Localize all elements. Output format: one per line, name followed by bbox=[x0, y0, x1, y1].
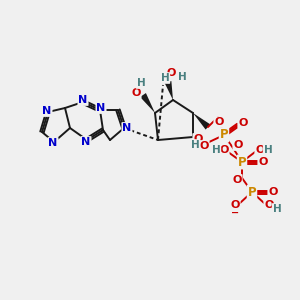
Text: O: O bbox=[264, 200, 274, 210]
Text: N: N bbox=[96, 103, 106, 113]
Text: N: N bbox=[78, 95, 88, 105]
Text: H: H bbox=[273, 204, 281, 214]
Polygon shape bbox=[193, 113, 210, 130]
Text: H: H bbox=[190, 140, 200, 150]
Text: O: O bbox=[238, 118, 248, 128]
Text: P: P bbox=[248, 185, 256, 199]
Text: N: N bbox=[42, 106, 52, 116]
Text: N: N bbox=[122, 123, 132, 133]
Text: −: − bbox=[231, 208, 239, 218]
Polygon shape bbox=[140, 93, 155, 113]
Text: H: H bbox=[178, 72, 186, 82]
Text: N: N bbox=[81, 137, 91, 147]
Text: H: H bbox=[212, 145, 220, 155]
Text: H: H bbox=[136, 78, 146, 88]
Text: O: O bbox=[193, 134, 203, 144]
Text: O: O bbox=[230, 200, 240, 210]
Text: O: O bbox=[258, 157, 268, 167]
Text: P: P bbox=[238, 155, 246, 169]
Text: O: O bbox=[166, 68, 176, 78]
Text: O: O bbox=[233, 140, 243, 150]
Text: H: H bbox=[264, 145, 272, 155]
Text: O: O bbox=[219, 145, 229, 155]
Text: O: O bbox=[255, 145, 265, 155]
Text: O: O bbox=[199, 141, 209, 151]
Text: O: O bbox=[268, 187, 278, 197]
Text: O: O bbox=[214, 117, 224, 127]
Text: H: H bbox=[160, 73, 169, 83]
Text: N: N bbox=[48, 138, 58, 148]
Polygon shape bbox=[165, 81, 173, 100]
Text: P: P bbox=[220, 128, 228, 142]
Text: O: O bbox=[131, 88, 141, 98]
Text: O: O bbox=[232, 175, 242, 185]
